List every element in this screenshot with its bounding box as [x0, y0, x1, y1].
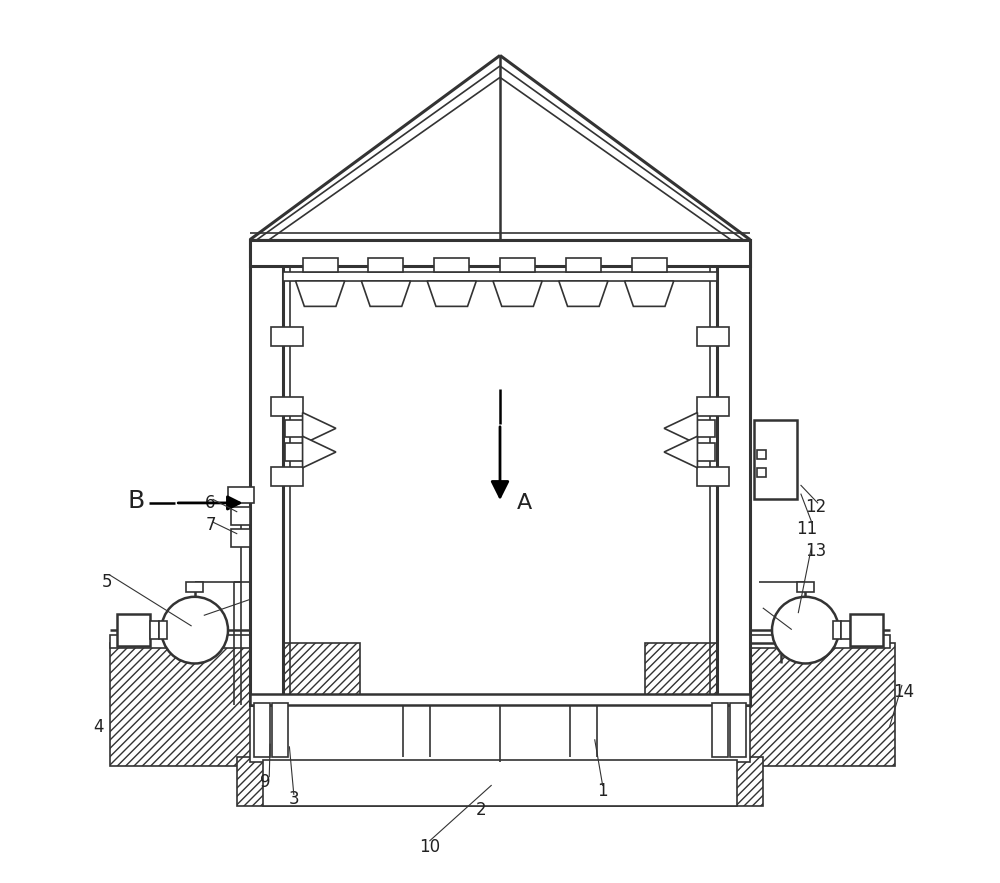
Bar — [250, 239, 750, 266]
Bar — [231, 529, 250, 547]
Bar — [150, 622, 159, 639]
Text: 11: 11 — [796, 520, 818, 539]
Text: A: A — [517, 493, 532, 513]
Polygon shape — [427, 281, 476, 306]
Polygon shape — [559, 281, 608, 306]
Bar — [250, 705, 750, 762]
Text: 6: 6 — [205, 494, 216, 512]
Bar — [231, 508, 250, 525]
Polygon shape — [664, 412, 697, 444]
Bar — [263, 760, 737, 805]
Bar — [566, 258, 601, 272]
Bar — [228, 487, 254, 503]
Text: 14: 14 — [893, 683, 914, 700]
Bar — [434, 258, 469, 272]
Bar — [697, 396, 729, 416]
Text: 2: 2 — [475, 801, 486, 819]
Bar — [697, 443, 715, 461]
Bar — [271, 396, 303, 416]
Bar — [850, 615, 883, 646]
Bar — [712, 703, 728, 758]
Bar — [841, 622, 850, 639]
Bar — [271, 327, 303, 346]
Polygon shape — [493, 281, 542, 306]
Text: 1: 1 — [597, 781, 608, 800]
Polygon shape — [303, 436, 336, 468]
Bar — [632, 258, 667, 272]
Bar — [303, 258, 338, 272]
Bar — [730, 703, 746, 758]
Bar — [110, 644, 360, 766]
Text: 9: 9 — [260, 773, 270, 791]
Text: 5: 5 — [102, 573, 112, 591]
Text: 4: 4 — [93, 718, 103, 736]
Bar — [797, 582, 814, 592]
Bar — [697, 467, 729, 487]
Bar — [271, 467, 303, 487]
Bar — [368, 258, 403, 272]
Polygon shape — [296, 281, 345, 306]
Polygon shape — [303, 412, 336, 444]
Bar — [110, 635, 263, 648]
Bar — [757, 450, 766, 459]
Bar — [283, 272, 717, 281]
Bar — [254, 703, 270, 758]
Bar — [186, 582, 203, 592]
Bar — [237, 758, 763, 805]
Text: 3: 3 — [288, 790, 299, 809]
Bar — [159, 622, 167, 639]
Circle shape — [161, 597, 228, 663]
Bar — [250, 239, 283, 705]
Text: 13: 13 — [805, 542, 827, 560]
Text: 12: 12 — [805, 498, 827, 517]
Bar — [645, 644, 895, 766]
Bar — [717, 239, 750, 705]
Bar — [117, 615, 150, 646]
Bar — [697, 419, 715, 437]
Bar — [757, 468, 766, 477]
Text: 8: 8 — [196, 610, 207, 628]
Text: 7: 7 — [205, 516, 216, 534]
Bar — [285, 443, 303, 461]
Text: 16: 16 — [781, 625, 802, 644]
Text: B: B — [127, 489, 144, 513]
Circle shape — [772, 597, 839, 663]
Bar — [500, 258, 535, 272]
Bar — [250, 694, 750, 705]
Bar — [272, 703, 288, 758]
Bar — [285, 419, 303, 437]
Text: 10: 10 — [419, 838, 440, 856]
Polygon shape — [664, 436, 697, 468]
Bar — [833, 622, 841, 639]
Polygon shape — [625, 281, 674, 306]
Polygon shape — [361, 281, 411, 306]
Bar — [737, 635, 890, 648]
Bar — [754, 419, 797, 499]
Bar — [697, 327, 729, 346]
